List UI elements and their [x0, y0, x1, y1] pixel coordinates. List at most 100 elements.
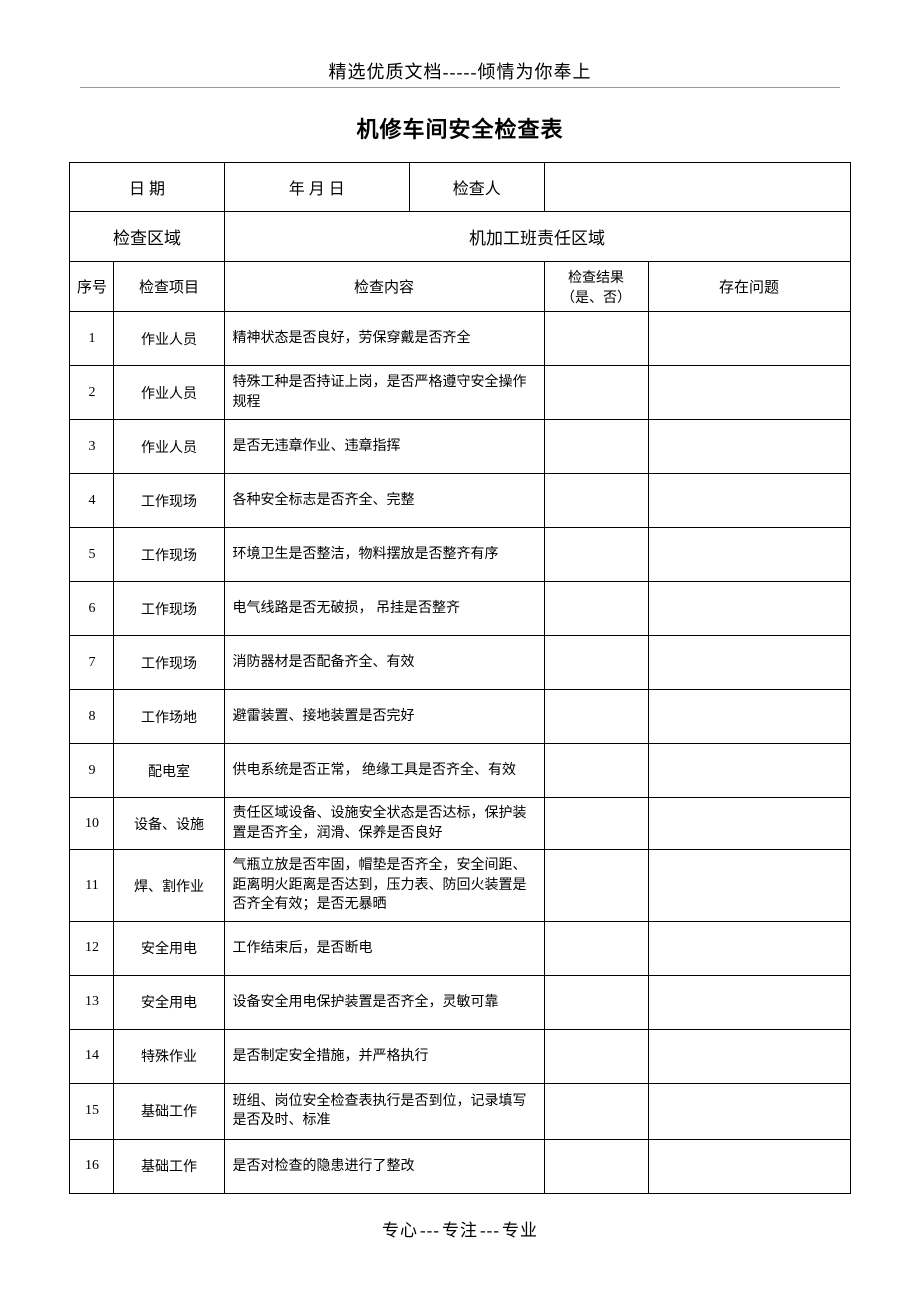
cell-issue [648, 1083, 850, 1139]
cell-issue [648, 921, 850, 975]
cell-content: 精神状态是否良好，劳保穿戴是否齐全 [224, 312, 544, 366]
cell-result [544, 636, 648, 690]
row-date: 日 期 年 月 日 检查人 [70, 163, 850, 212]
table-row: 8 工作场地 避雷装置、接地装置是否完好 [70, 690, 850, 744]
cell-result [544, 474, 648, 528]
table-row: 1 作业人员 精神状态是否良好，劳保穿戴是否齐全 [70, 312, 850, 366]
footer-sep1: --- [418, 1221, 442, 1240]
cell-result [544, 420, 648, 474]
area-label: 检查区域 [70, 212, 224, 262]
cell-item: 设备、设施 [114, 798, 224, 850]
cell-seq: 13 [70, 975, 114, 1029]
cell-item: 作业人员 [114, 366, 224, 420]
cell-item: 安全用电 [114, 975, 224, 1029]
table-row: 5 工作现场 环境卫生是否整洁，物料摆放是否整齐有序 [70, 528, 850, 582]
col-seq-header: 序号 [70, 262, 114, 312]
header-prefix: 精选优质文档 [329, 62, 443, 82]
cell-result [544, 744, 648, 798]
cell-content: 班组、岗位安全检查表执行是否到位，记录填写是否及时、标准 [224, 1083, 544, 1139]
cell-content: 电气线路是否无破损， 吊挂是否整齐 [224, 582, 544, 636]
cell-seq: 11 [70, 850, 114, 922]
cell-item: 基础工作 [114, 1083, 224, 1139]
cell-result [544, 1029, 648, 1083]
table-row: 7 工作现场 消防器材是否配备齐全、有效 [70, 636, 850, 690]
header-underline [80, 87, 840, 88]
cell-issue [648, 366, 850, 420]
table-row: 14 特殊作业 是否制定安全措施，并严格执行 [70, 1029, 850, 1083]
cell-issue [648, 1029, 850, 1083]
table-row: 10 设备、设施 责任区域设备、设施安全状态是否达标，保护装置是否齐全，润滑、保… [70, 798, 850, 850]
cell-issue [648, 582, 850, 636]
cell-issue [648, 474, 850, 528]
table-row: 13 安全用电 设备安全用电保护装置是否齐全，灵敏可靠 [70, 975, 850, 1029]
cell-result [544, 582, 648, 636]
cell-content: 各种安全标志是否齐全、完整 [224, 474, 544, 528]
cell-content: 工作结束后，是否断电 [224, 921, 544, 975]
cell-issue [648, 420, 850, 474]
cell-seq: 6 [70, 582, 114, 636]
cell-seq: 1 [70, 312, 114, 366]
cell-result [544, 1083, 648, 1139]
page-title: 机修车间安全检查表 [0, 94, 920, 162]
cell-item: 工作场地 [114, 690, 224, 744]
cell-content: 是否无违章作业、违章指挥 [224, 420, 544, 474]
cell-issue [648, 798, 850, 850]
cell-seq: 5 [70, 528, 114, 582]
page-footer: 专心---专注---专业 [0, 1194, 920, 1281]
inspector-label: 检查人 [410, 163, 544, 211]
cell-content: 特殊工种是否持证上岗，是否严格遵守安全操作规程 [224, 366, 544, 420]
cell-item: 焊、割作业 [114, 850, 224, 922]
table-row: 11 焊、割作业 气瓶立放是否牢固，帽垫是否齐全，安全间距、距离明火距离是否达到… [70, 850, 850, 922]
cell-item: 基础工作 [114, 1139, 224, 1193]
page-header: 精选优质文档-----倾情为你奉上 [0, 0, 920, 94]
table-row: 15 基础工作 班组、岗位安全检查表执行是否到位，记录填写是否及时、标准 [70, 1083, 850, 1139]
date-value: 年 月 日 [225, 163, 410, 211]
footer-part3: 专业 [502, 1221, 538, 1240]
cell-result [544, 366, 648, 420]
cell-item: 作业人员 [114, 420, 224, 474]
inspector-value [544, 163, 850, 212]
table-row: 12 安全用电 工作结束后，是否断电 [70, 921, 850, 975]
cell-seq: 15 [70, 1083, 114, 1139]
cell-seq: 10 [70, 798, 114, 850]
row-area: 检查区域 机加工班责任区域 [70, 212, 850, 262]
cell-result [544, 312, 648, 366]
col-issue-header: 存在问题 [648, 262, 850, 312]
header-separator: ----- [443, 62, 478, 82]
cell-item: 特殊作业 [114, 1029, 224, 1083]
cell-seq: 2 [70, 366, 114, 420]
cell-issue [648, 690, 850, 744]
col-item-header: 检查项目 [114, 262, 224, 312]
cell-content: 避雷装置、接地装置是否完好 [224, 690, 544, 744]
table-row: 3 作业人员 是否无违章作业、违章指挥 [70, 420, 850, 474]
cell-issue [648, 850, 850, 922]
cell-content: 气瓶立放是否牢固，帽垫是否齐全，安全间距、距离明火距离是否达到，压力表、防回火装… [224, 850, 544, 922]
col-result-header: 检查结果（是、否） [544, 262, 648, 312]
cell-item: 工作现场 [114, 582, 224, 636]
cell-content: 是否对检查的隐患进行了整改 [224, 1139, 544, 1193]
table-row: 4 工作现场 各种安全标志是否齐全、完整 [70, 474, 850, 528]
cell-result [544, 690, 648, 744]
cell-issue [648, 528, 850, 582]
cell-result [544, 798, 648, 850]
cell-result [544, 921, 648, 975]
table-row: 9 配电室 供电系统是否正常， 绝缘工具是否齐全、有效 [70, 744, 850, 798]
cell-seq: 8 [70, 690, 114, 744]
date-label: 日 期 [70, 163, 224, 212]
row-column-header: 序号 检查项目 检查内容 检查结果（是、否） 存在问题 [70, 262, 850, 312]
cell-issue [648, 1139, 850, 1193]
header-suffix: 倾情为你奉上 [477, 62, 591, 82]
cell-seq: 4 [70, 474, 114, 528]
cell-result [544, 1139, 648, 1193]
cell-seq: 16 [70, 1139, 114, 1193]
cell-result [544, 850, 648, 922]
cell-seq: 9 [70, 744, 114, 798]
col-content-header: 检查内容 [224, 262, 544, 312]
cell-content: 供电系统是否正常， 绝缘工具是否齐全、有效 [224, 744, 544, 798]
table-row: 2 作业人员 特殊工种是否持证上岗，是否严格遵守安全操作规程 [70, 366, 850, 420]
cell-content: 环境卫生是否整洁，物料摆放是否整齐有序 [224, 528, 544, 582]
footer-part1: 专心 [382, 1221, 418, 1240]
cell-issue [648, 744, 850, 798]
cell-item: 工作现场 [114, 528, 224, 582]
cell-seq: 14 [70, 1029, 114, 1083]
